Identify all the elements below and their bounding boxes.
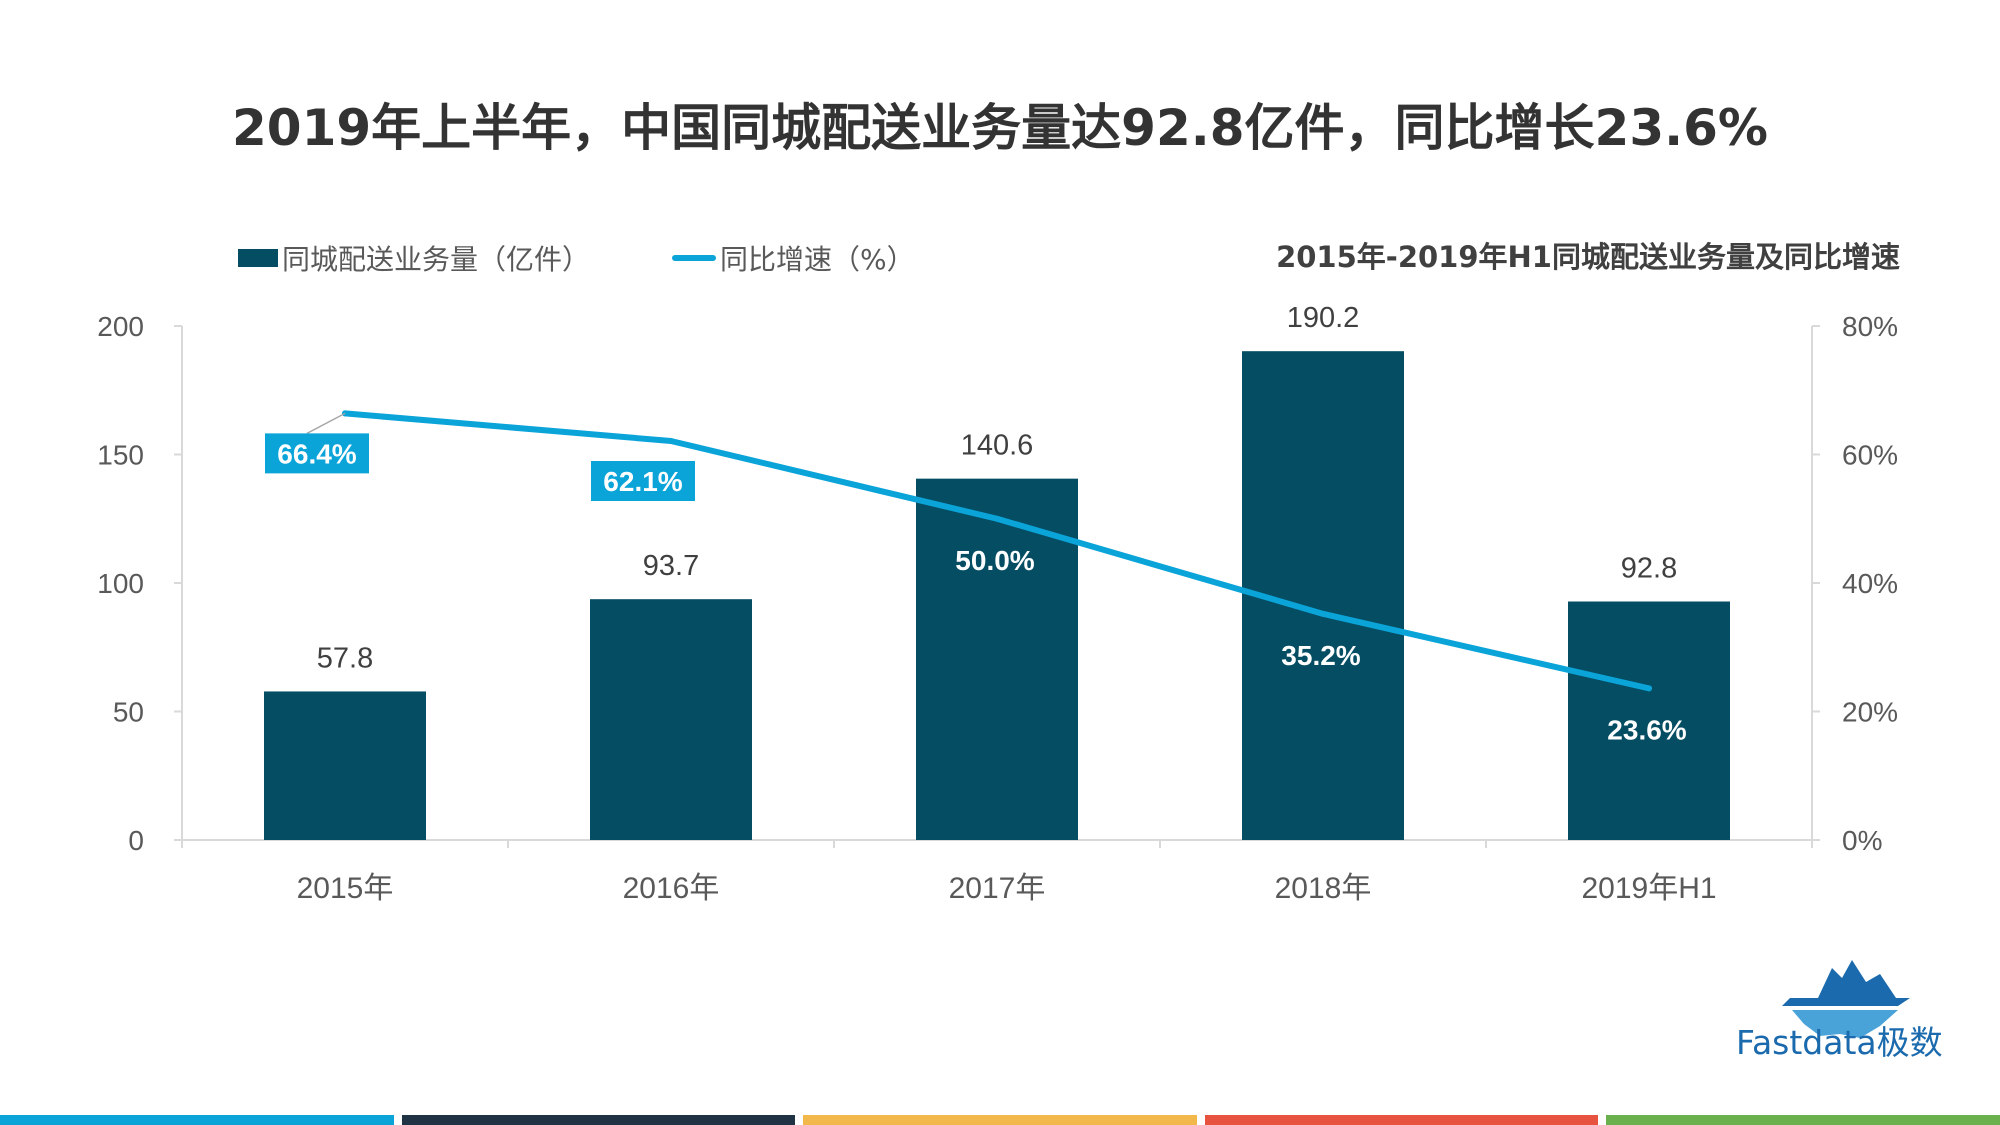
line-value-label: 35.2% [1281,640,1360,671]
line-point [994,515,1000,522]
y-right-tick-label: 60% [1842,440,1898,471]
y-left-tick-label: 150 [97,440,144,471]
x-tick-label: 2017年 [949,872,1046,905]
bar [264,691,426,840]
footer-segment-1 [0,1115,394,1125]
chart-subtitle: 2015年-2019年H1同城配送业务量及同比增速 [1276,240,1900,274]
footer-segment-2 [401,1115,796,1125]
y-right-tick-label: 20% [1842,697,1898,728]
x-tick-label: 2016年 [623,872,720,905]
bar-value-label: 140.6 [961,430,1034,462]
y-left-tick-label: 100 [97,568,144,599]
chart-axes: 0 50 100 150 200 0% 20% 40% 60% 80% 2015年 2016年 2017… [97,311,1898,905]
legend-swatch-line [672,255,716,261]
line-point [668,438,674,445]
bar [916,478,1078,840]
line-point [1320,610,1326,617]
bar-value-label: 190.2 [1287,302,1360,334]
y-left-tick-label: 0 [128,825,144,856]
footer-segment-4 [1204,1115,1599,1125]
bar-value-label: 57.8 [317,642,373,674]
bar-value-label: 93.7 [643,550,699,582]
page-title: 2019年上半年，中国同城配送业务量达92.8亿件，同比增长23.6% [232,99,1768,157]
line-value-labels: 66.4% 62.1% 50.0% 35.2% 23.6% [265,412,1687,745]
line-label-box [265,433,369,474]
line-label-box [591,461,695,502]
bar-series [264,351,1730,840]
x-tick-label: 2015年 [297,872,394,905]
bar [590,599,752,840]
legend-item-volume: 同城配送业务量（亿件） [238,238,590,278]
y-right-tick-label: 0% [1842,825,1882,856]
y-right-tick-label: 80% [1842,311,1898,342]
x-tick-label: 2019年H1 [1581,872,1716,905]
iceberg-icon [1780,960,1912,1038]
bar-value-labels: 57.8 93.7 140.6 190.2 92.8 [317,302,1677,674]
line-label-leader [306,412,346,435]
y-right-tick-label: 40% [1842,568,1898,599]
bar [1568,601,1730,840]
legend-item-growth: 同比增速（%） [672,238,915,278]
line-point [1646,685,1652,692]
footer-segment-3 [803,1115,1197,1125]
legend-swatch-bar [238,249,278,267]
y-left-tick-label: 200 [97,311,144,342]
footer-segment-5 [1606,1115,2000,1125]
bar-value-label: 92.8 [1621,553,1677,585]
legend-label-growth: 同比增速（%） [720,243,915,276]
line-value-label: 66.4% [277,438,356,469]
line-value-label: 23.6% [1607,714,1686,745]
y-left-tick-label: 50 [113,697,144,728]
legend-label-volume: 同城配送业务量（亿件） [282,243,591,276]
line-value-label: 50.0% [955,545,1034,576]
line-value-label: 62.1% [603,466,682,497]
footer-color-bar [0,1115,2000,1125]
x-tick-label: 2018年 [1275,872,1372,905]
brand-logo-text: Fastdata极数 [1736,1023,1943,1062]
